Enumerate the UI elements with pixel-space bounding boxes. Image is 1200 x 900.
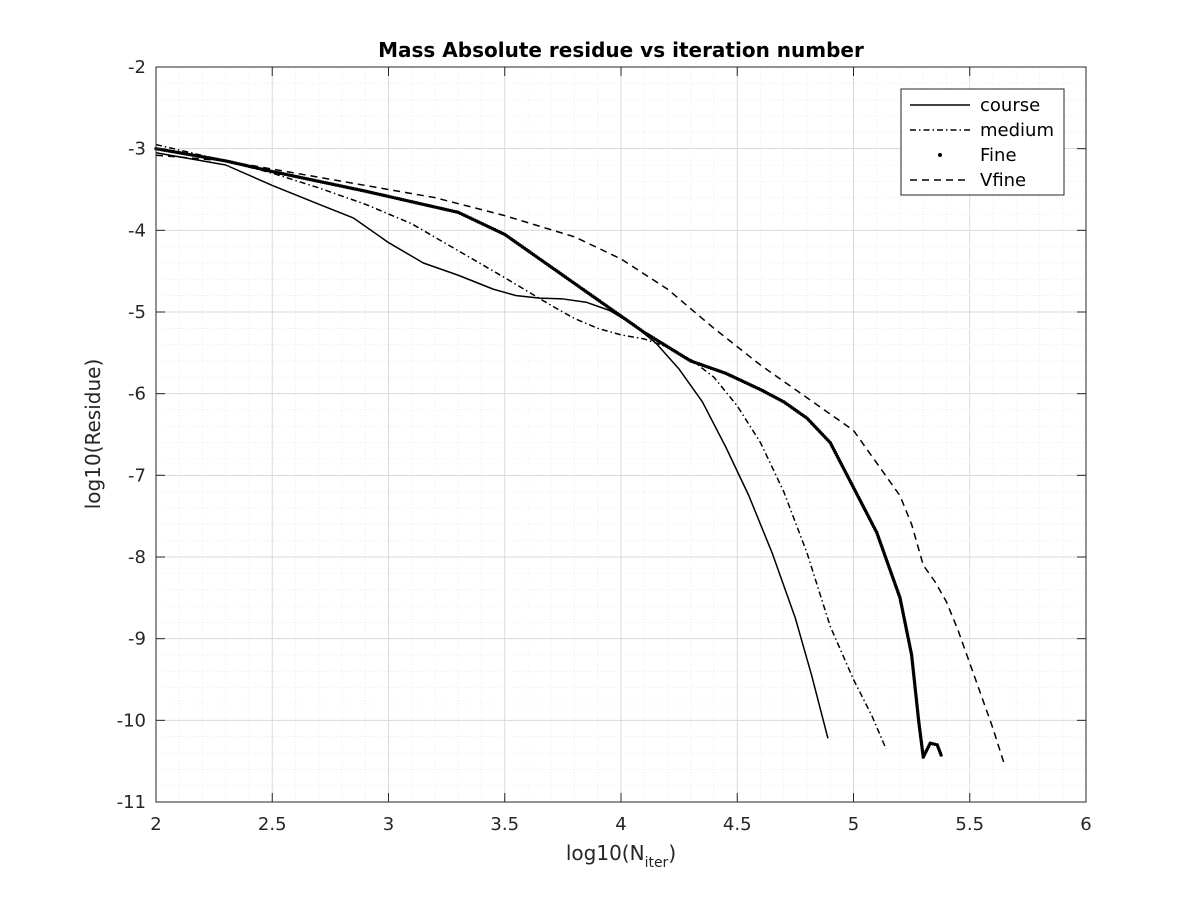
x-tick-label: 5 (848, 814, 859, 835)
legend-marker-fine (938, 153, 942, 157)
x-tick-label: 4.5 (723, 814, 752, 835)
fine-point (939, 753, 943, 757)
y-tick-label: -2 (128, 57, 146, 78)
y-tick-label: -4 (128, 220, 146, 241)
legend-label-medium: medium (980, 120, 1054, 141)
legend-box (900, 88, 1065, 196)
y-tick-label: -10 (117, 710, 146, 731)
legend-label-course: course (980, 95, 1040, 116)
legend-label-fine: Fine (980, 145, 1017, 166)
chart-title: Mass Absolute residue vs iteration numbe… (378, 38, 864, 62)
y-tick-label: -6 (128, 384, 146, 405)
x-tick-label: 2 (150, 814, 161, 835)
y-tick-label: -8 (128, 547, 146, 568)
series-medium-line (155, 143, 887, 750)
legend-label-vfine: Vfine (980, 170, 1026, 191)
x-tick-label: 6 (1080, 814, 1091, 835)
x-tick-label: 3 (383, 814, 394, 835)
y-axis-label: log10(Residue) (81, 359, 105, 510)
x-tick-label: 3.5 (490, 814, 519, 835)
x-tick-label: 2.5 (258, 814, 287, 835)
axis-ticks (155, 66, 1087, 803)
y-tick-label: -9 (128, 629, 146, 650)
plot-area (154, 143, 1006, 766)
series-fine (154, 146, 943, 759)
y-tick-label: -11 (117, 792, 146, 813)
legend: course medium Fine Vfine (900, 88, 1065, 196)
series-course-line (155, 152, 829, 739)
y-tick-label: -5 (128, 302, 146, 323)
x-tick-labels: 2 2.5 3 3.5 4 4.5 5 5.5 6 (150, 814, 1091, 835)
x-tick-label: 4 (615, 814, 626, 835)
y-tick-labels: -2 -3 -4 -5 -6 -7 -8 -9 -10 -11 (117, 57, 146, 813)
series-vfine-line (155, 154, 1006, 766)
x-axis-label: log10(Niter) (566, 841, 676, 871)
y-tick-label: -3 (128, 139, 146, 160)
y-tick-label: -7 (128, 465, 146, 486)
x-tick-label: 5.5 (955, 814, 984, 835)
